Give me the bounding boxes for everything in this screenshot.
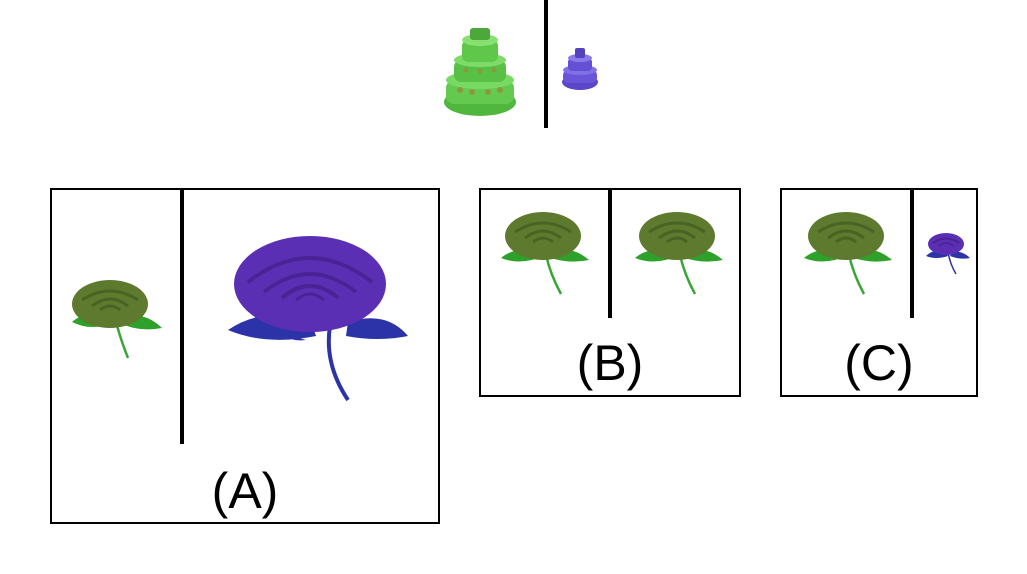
option-a-label: (A) [211, 463, 279, 519]
option-a-divider [180, 190, 184, 444]
option-c-divider [910, 190, 914, 318]
option-c-label: (C) [844, 335, 914, 391]
example-pair [430, 0, 630, 130]
option-a-panel[interactable]: (A) [50, 188, 440, 524]
rose-purple-small-icon [926, 233, 970, 275]
large-rose-icon [228, 236, 408, 402]
option-b-panel[interactable]: (B) [479, 188, 741, 397]
option-b-divider [608, 190, 612, 318]
rose-left-icon [501, 212, 589, 295]
option-c-panel[interactable]: (C) [780, 188, 978, 397]
example-divider [544, 0, 548, 128]
small-rose-icon [72, 280, 162, 359]
big-cake-icon [444, 28, 516, 116]
option-b-label: (B) [576, 335, 644, 391]
rose-right-icon [635, 212, 723, 295]
rose-green-icon [804, 212, 892, 295]
small-cake-icon [562, 48, 598, 90]
